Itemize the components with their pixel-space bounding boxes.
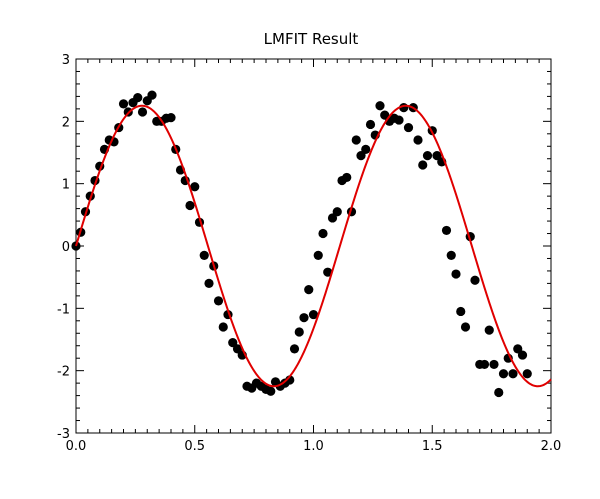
data-point [494, 387, 504, 398]
data-point [166, 112, 176, 123]
data-point [365, 119, 376, 130]
data-point [308, 309, 319, 320]
data-point [228, 338, 238, 348]
data-point [484, 325, 494, 335]
data-point [289, 344, 300, 354]
data-point [185, 200, 195, 211]
data-point [432, 151, 442, 161]
data-point [508, 369, 518, 379]
data-point [361, 144, 371, 154]
data-point [375, 101, 385, 111]
data-point [318, 228, 328, 239]
data-point [441, 225, 452, 236]
data-point [133, 93, 143, 103]
data-point [304, 285, 314, 295]
y-tick-label: -2 [57, 365, 70, 380]
data-point [190, 182, 200, 192]
data-point [446, 250, 456, 260]
data-point [294, 327, 304, 337]
data-point [356, 151, 366, 161]
data-point [517, 350, 528, 360]
data-point [342, 172, 352, 183]
x-tick-label: 0.0 [66, 439, 87, 454]
x-tick-label: 0.5 [184, 439, 205, 454]
plot-frame [75, 58, 552, 434]
data-point [313, 250, 323, 260]
data-point [137, 107, 148, 117]
data-point [456, 306, 466, 317]
data-point [299, 313, 309, 323]
data-point [232, 344, 243, 354]
data-point [213, 296, 224, 306]
y-tick-label: 1 [62, 178, 70, 193]
data-point [479, 359, 490, 370]
x-tick-label: 1.5 [422, 439, 443, 454]
data-point [327, 213, 338, 223]
data-point [489, 359, 499, 370]
data-point [451, 269, 461, 279]
y-tick-label: -1 [57, 302, 70, 317]
data-point [470, 275, 480, 285]
y-tick-label: 3 [62, 53, 70, 68]
data-point [204, 278, 214, 288]
y-tick-label: -3 [57, 427, 70, 442]
data-point [266, 386, 276, 396]
y-tick-label: 0 [62, 240, 70, 255]
data-point [422, 151, 433, 161]
fit-curve [75, 104, 552, 388]
data-point [380, 110, 390, 120]
data-point [418, 160, 428, 170]
chart-title: LMFIT Result [264, 30, 359, 48]
data-point [332, 207, 342, 217]
data-point [460, 322, 471, 332]
data-point [351, 135, 361, 145]
data-point [118, 99, 129, 109]
data-point [522, 369, 532, 379]
data-point [323, 267, 333, 277]
x-tick-label: 1.0 [303, 439, 324, 454]
x-tick-label: 2.0 [541, 439, 562, 454]
data-point [513, 344, 523, 354]
y-tick-label: 2 [62, 115, 70, 130]
data-point [413, 135, 423, 145]
data-point [218, 322, 228, 332]
data-point [498, 369, 509, 379]
data-point [394, 115, 404, 125]
data-point [199, 250, 209, 260]
data-point [403, 122, 414, 133]
data-point [147, 90, 157, 100]
plot-area: -3 -2 -1 0 1 2 3 0.0 0.5 1.0 1.5 2.0 [57, 53, 561, 454]
